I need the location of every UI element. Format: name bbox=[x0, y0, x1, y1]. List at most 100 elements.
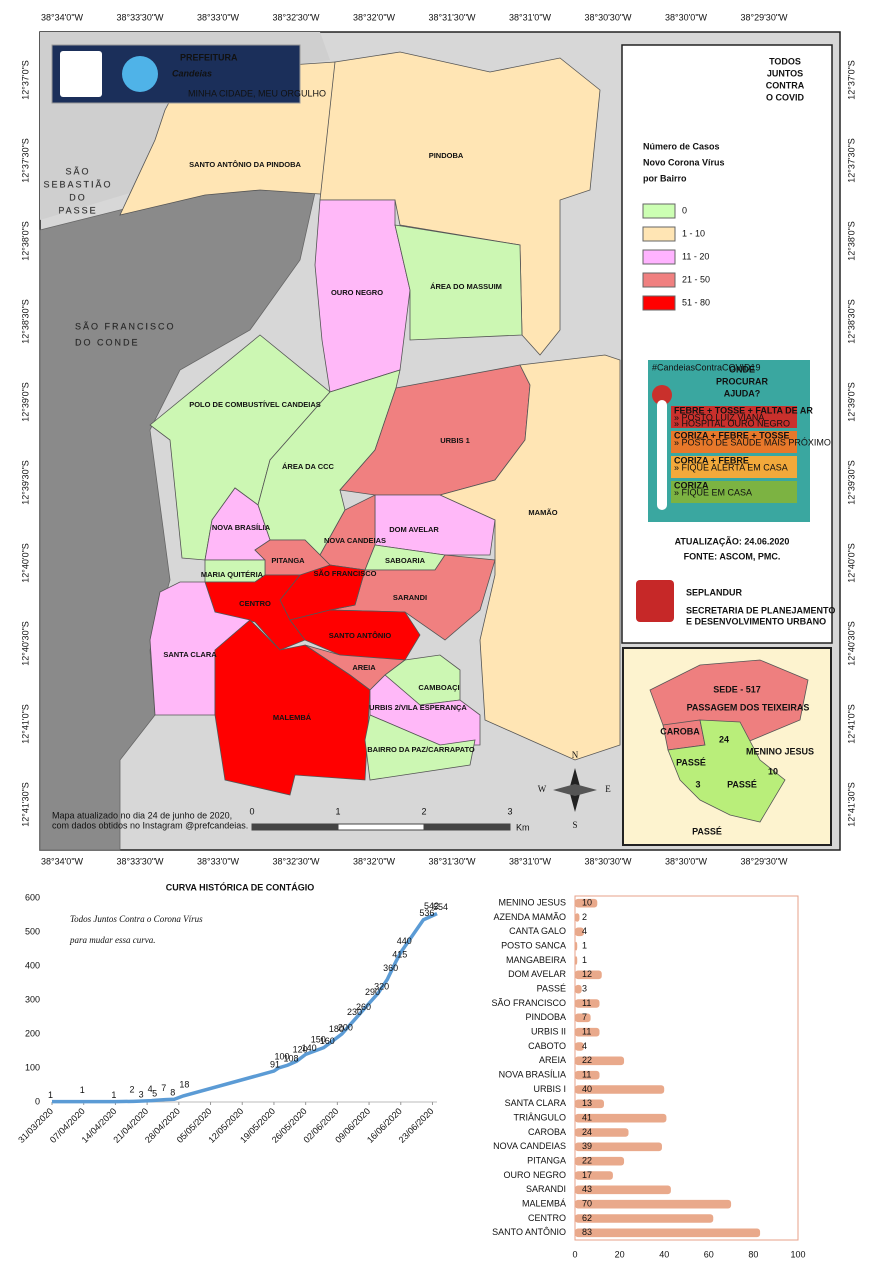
neighborhood-label: ÁREA DO MASSUIM bbox=[430, 282, 502, 291]
neighbor-label: SÃO FRANCISCO bbox=[75, 321, 176, 331]
bar bbox=[575, 956, 578, 965]
bar bbox=[575, 1099, 604, 1109]
longitude-label: 38°31'30"W bbox=[428, 12, 476, 22]
neighborhood-label: URBIS 2/VILA ESPERANÇA bbox=[369, 703, 467, 712]
bar bbox=[575, 927, 584, 937]
scale-label: 2 bbox=[421, 806, 426, 816]
help-text: FEBRE + TOSSE + FALTA DE AR bbox=[674, 405, 813, 415]
bar bbox=[575, 1085, 665, 1094]
source: FONTE: ASCOM, PMC. bbox=[684, 551, 781, 561]
bar bbox=[575, 1214, 714, 1223]
y-tick-label: NOVA BRASÍLIA bbox=[499, 1070, 566, 1080]
map-note: Mapa atualizado no dia 24 de junho de 20… bbox=[52, 810, 232, 820]
neighbor-label: SÃO bbox=[65, 166, 90, 176]
compass-rose bbox=[553, 784, 597, 796]
x-tick-label: 0 bbox=[572, 1249, 577, 1259]
inset-label: 10 bbox=[768, 766, 778, 776]
inset-label: PASSÉ bbox=[692, 826, 722, 836]
data-label: 22 bbox=[582, 1055, 592, 1065]
data-label: 536 bbox=[419, 908, 434, 918]
neighborhood-label: NOVA CANDEIAS bbox=[324, 536, 386, 545]
neighbor-label: DO bbox=[69, 192, 87, 202]
y-tick-label: NOVA CANDEIAS bbox=[493, 1141, 566, 1151]
data-label: 70 bbox=[582, 1199, 592, 1209]
latitude-label: 12°41'0"S bbox=[20, 704, 30, 744]
neighborhood-area bbox=[394, 224, 523, 341]
campaign-text: CONTRA bbox=[766, 80, 805, 90]
neighborhood-label: BAIRRO DA PAZ/CARRAPATO bbox=[367, 745, 475, 754]
latitude-label: 12°39'30"S bbox=[846, 460, 856, 505]
neighborhood-label: SÃO FRANCISCO bbox=[314, 569, 377, 578]
neighbor-label: DO CONDE bbox=[75, 337, 140, 347]
y-tick-label: AZENDA MAMÃO bbox=[493, 912, 566, 922]
campaign-text: JUNTOS bbox=[767, 68, 803, 78]
data-label: 1 bbox=[582, 955, 587, 965]
agency-name: SEPLANDUR bbox=[686, 587, 743, 597]
longitude-label: 38°30'30"W bbox=[584, 12, 632, 22]
data-label: 11 bbox=[582, 1070, 591, 1080]
data-label: 3 bbox=[582, 984, 587, 994]
compass-label: E bbox=[605, 784, 611, 794]
inset-label: MENINO JESUS bbox=[746, 746, 814, 756]
bar bbox=[575, 1185, 671, 1195]
inset-label: PASSAGEM DOS TEIXEIRAS bbox=[687, 702, 810, 712]
help-text: CORIZA + FEBRE bbox=[674, 455, 749, 465]
scale-label: 3 bbox=[507, 806, 512, 816]
help-text: CORIZA + FEBRE + TOSSE bbox=[674, 430, 790, 440]
y-tick-label: TRIÂNGULO bbox=[513, 1113, 566, 1123]
neighborhood-label: CAMBOAÇI bbox=[418, 683, 459, 692]
bar bbox=[575, 1056, 625, 1066]
y-tick-label: 500 bbox=[25, 926, 40, 936]
bar bbox=[575, 1156, 625, 1166]
latitude-label: 12°40'30"S bbox=[20, 621, 30, 666]
legend-swatch bbox=[642, 272, 676, 288]
longitude-label: 38°31'30"W bbox=[428, 856, 476, 866]
latitude-label: 12°37'30"S bbox=[20, 138, 30, 183]
agency-text: E DESENVOLVIMENTO URBANO bbox=[686, 616, 826, 626]
data-label: 108 bbox=[284, 1054, 299, 1064]
legend-label: 51 - 80 bbox=[682, 297, 710, 307]
campaign-text: O COVID bbox=[766, 92, 805, 102]
neighborhood-label: MARIA QUITÉRIA bbox=[201, 570, 264, 579]
data-label: 43 bbox=[582, 1184, 592, 1194]
data-label: 554 bbox=[433, 902, 448, 912]
longitude-label: 38°34'0"W bbox=[41, 856, 84, 866]
neighborhood-label: CENTRO bbox=[239, 599, 271, 608]
y-tick-label: SARANDI bbox=[526, 1184, 566, 1194]
data-label: 2 bbox=[582, 912, 587, 922]
legend-label: 0 bbox=[682, 205, 687, 215]
latitude-label: 12°38'0"S bbox=[846, 221, 856, 261]
annotation: para mudar essa curva. bbox=[69, 935, 156, 945]
y-tick-label: SANTA CLARA bbox=[505, 1098, 566, 1108]
neighborhood-label: AREIA bbox=[352, 663, 376, 672]
data-label: 1 bbox=[582, 941, 587, 951]
y-tick-label: 0 bbox=[35, 1096, 40, 1106]
plot-frame bbox=[574, 895, 799, 1241]
legend-panel bbox=[621, 44, 833, 644]
help-title: PROCURAR bbox=[716, 376, 769, 386]
data-label: 100 bbox=[274, 1051, 289, 1061]
longitude-label: 38°31'0"W bbox=[509, 856, 552, 866]
data-label: 1 bbox=[111, 1090, 116, 1100]
neighborhood-area bbox=[364, 714, 476, 781]
data-label: 4 bbox=[148, 1084, 153, 1094]
longitude-label: 38°33'30"W bbox=[116, 856, 164, 866]
neighborhood-label: ÁREA DA CCC bbox=[282, 462, 335, 471]
bar bbox=[575, 984, 582, 994]
data-label: 24 bbox=[582, 1127, 592, 1137]
legend-label: 21 - 50 bbox=[682, 274, 710, 284]
y-tick-label: CAROBA bbox=[528, 1127, 566, 1137]
x-tick-label: 80 bbox=[748, 1249, 758, 1259]
neighborhood-label: SANTO ANTÔNIO bbox=[329, 631, 392, 640]
data-label: 4 bbox=[582, 1041, 587, 1051]
neighborhood-label: PITANGA bbox=[271, 556, 305, 565]
legend-label: 11 - 20 bbox=[682, 251, 709, 261]
latitude-label: 12°40'0"S bbox=[20, 543, 30, 583]
bar bbox=[575, 1113, 667, 1123]
bar bbox=[575, 1042, 584, 1051]
longitude-label: 38°30'0"W bbox=[665, 12, 708, 22]
data-label: 260 bbox=[356, 1002, 371, 1012]
scale-bar bbox=[251, 823, 339, 831]
annotation: Todos Juntos Contra o Corona Vírus bbox=[70, 914, 203, 924]
y-tick-label: OURO NEGRO bbox=[503, 1170, 566, 1180]
